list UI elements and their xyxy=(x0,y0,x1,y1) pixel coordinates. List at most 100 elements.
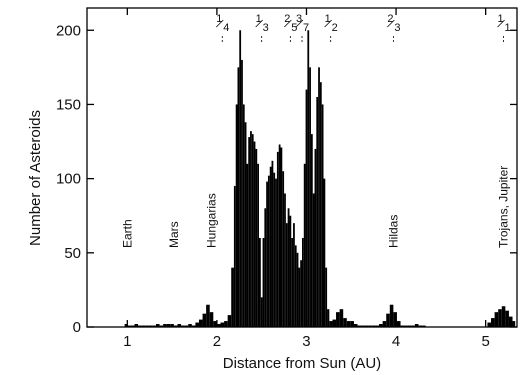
histogram-bar xyxy=(166,324,171,327)
histogram-bar xyxy=(491,318,495,327)
resonance-numerator: 1 xyxy=(256,13,262,25)
resonance-fraction: 25 xyxy=(284,13,297,44)
histogram-bar xyxy=(170,324,174,327)
histogram-bar xyxy=(285,223,288,327)
histogram-bar xyxy=(291,237,294,327)
resonance-denominator: 1 xyxy=(505,22,511,34)
fraction-slash xyxy=(387,19,395,28)
histogram-bar xyxy=(312,193,315,327)
histogram-bar xyxy=(224,321,228,327)
histogram-bar xyxy=(498,309,502,327)
histogram-bar xyxy=(382,321,387,327)
histogram-bar xyxy=(191,325,196,327)
resonance-numerator: 1 xyxy=(216,13,222,25)
histogram-bar xyxy=(198,319,203,327)
plot-frame xyxy=(86,7,518,328)
fraction-slash xyxy=(284,19,292,28)
region-label: Earth xyxy=(120,219,134,248)
resonance-fraction: 37 xyxy=(295,13,309,44)
histogram-bar xyxy=(418,325,423,327)
histogram-bars xyxy=(124,30,516,328)
fraction-slash xyxy=(295,19,304,28)
histogram-bar xyxy=(310,134,313,327)
histogram-bar xyxy=(487,322,492,327)
histogram-bar xyxy=(257,163,259,327)
resonance-fraction: 14 xyxy=(215,13,229,44)
histogram-bar xyxy=(202,313,207,327)
histogram-bar xyxy=(501,306,506,327)
y-tick-label: 50 xyxy=(64,245,81,262)
histogram-bar xyxy=(289,215,292,327)
histogram-bar xyxy=(414,324,419,327)
histogram-bar xyxy=(282,171,285,327)
histogram-bar xyxy=(206,304,210,327)
histogram-bar xyxy=(422,325,426,327)
histogram-bar xyxy=(130,325,135,327)
x-tick-label: 1 xyxy=(123,333,131,350)
histogram-bar xyxy=(233,186,236,327)
histogram-bar xyxy=(141,325,146,327)
histogram-bar xyxy=(314,148,317,327)
region-label: Hungarias xyxy=(205,193,219,248)
histogram-bar xyxy=(309,67,311,327)
y-tick-label: 0 xyxy=(73,319,81,336)
resonance-denominator: 4 xyxy=(223,22,229,34)
histogram-bar xyxy=(284,193,286,327)
histogram-bar xyxy=(371,325,376,327)
histogram-bar xyxy=(307,30,310,327)
y-tick-label: 150 xyxy=(56,96,81,113)
resonance-denominator: 5 xyxy=(291,22,297,34)
histogram-bar xyxy=(300,260,302,327)
y-tick-label: 200 xyxy=(56,22,81,39)
histogram-bar xyxy=(138,325,142,327)
resonance-fraction: 12 xyxy=(324,13,338,44)
region-label: Mars xyxy=(167,221,181,248)
resonance-denominator: 7 xyxy=(303,22,309,34)
resonance-numerator: 1 xyxy=(325,13,331,25)
histogram-bar xyxy=(353,324,358,327)
histogram-bar xyxy=(512,321,516,327)
histogram-bar xyxy=(231,267,234,327)
histogram-bar xyxy=(400,325,405,327)
histogram-bar xyxy=(389,304,394,327)
histogram-bar xyxy=(319,82,322,327)
histogram-bar xyxy=(155,324,160,327)
resonance-denominator: 3 xyxy=(263,22,269,34)
y-axis-title: Number of Asteroids xyxy=(27,110,44,246)
histogram-bar xyxy=(124,324,128,327)
x-axis-title: Distance from Sun (AU) xyxy=(223,355,381,372)
histogram-bar xyxy=(262,237,265,327)
histogram-bar xyxy=(244,122,247,327)
histogram-bar xyxy=(276,151,279,327)
histogram-bar xyxy=(361,325,365,327)
histogram-bar xyxy=(339,309,344,327)
fraction-slash xyxy=(255,19,263,28)
histogram-bar xyxy=(267,175,270,327)
histogram-bar xyxy=(269,166,272,327)
histogram-bar xyxy=(259,237,261,327)
histogram-bar xyxy=(294,245,297,327)
histogram-bar xyxy=(364,325,369,327)
histogram-bar xyxy=(235,104,238,327)
histogram-bar xyxy=(346,321,351,327)
histogram-bar xyxy=(508,316,513,327)
resonance-numerator: 2 xyxy=(284,13,290,25)
y-tick-label: 100 xyxy=(56,171,81,188)
histogram-bar xyxy=(253,141,256,327)
resonance-numerator: 3 xyxy=(296,13,302,25)
histogram-bar xyxy=(396,321,401,327)
histogram-bar xyxy=(148,325,153,327)
fraction-slash xyxy=(324,19,332,28)
histogram-bar xyxy=(379,324,383,327)
histogram-bar xyxy=(318,67,320,327)
histogram-bar xyxy=(181,325,185,327)
histogram-bar xyxy=(411,325,415,327)
histogram-bar xyxy=(350,321,354,327)
histogram-bar xyxy=(296,252,299,327)
histogram-bar xyxy=(325,267,328,327)
resonance-denominator: 2 xyxy=(332,22,338,34)
histogram-bar xyxy=(386,313,390,327)
histogram-bar xyxy=(316,97,319,328)
